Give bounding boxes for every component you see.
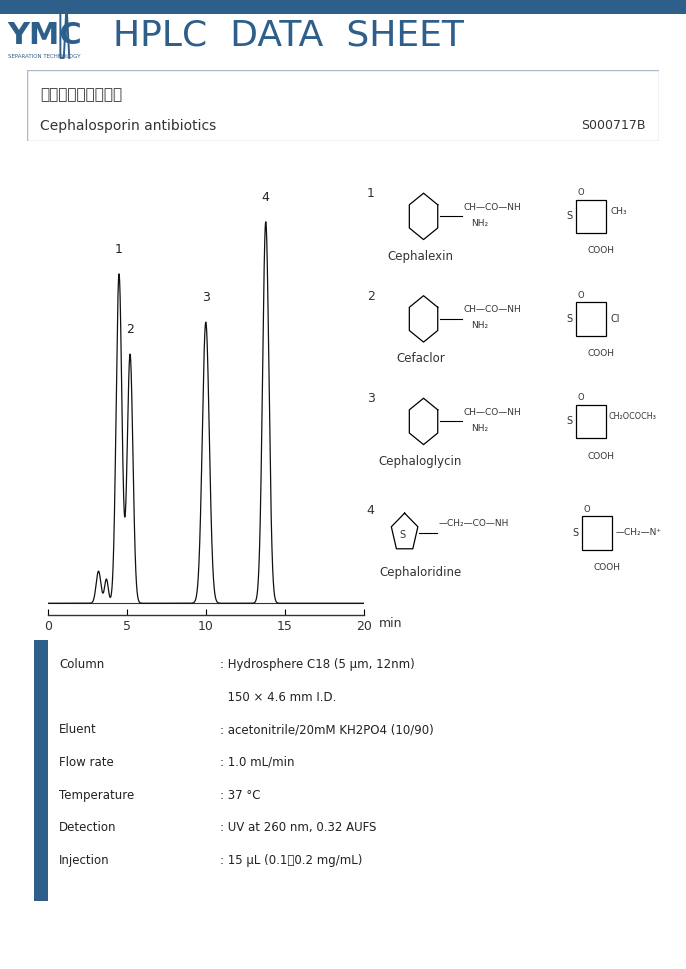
Text: : UV at 260 nm, 0.32 AUFS: : UV at 260 nm, 0.32 AUFS	[220, 822, 376, 834]
Bar	[576, 405, 606, 438]
Text: CH—CO—NH: CH—CO—NH	[464, 408, 521, 417]
Text: 150 × 4.6 mm I.D.: 150 × 4.6 mm I.D.	[220, 691, 336, 703]
Text: セフェム系抗生物質: セフェム系抗生物質	[40, 87, 122, 103]
Bar	[576, 200, 606, 234]
Text: 2: 2	[367, 290, 375, 303]
Text: O: O	[578, 291, 584, 300]
Text: Cephalexin: Cephalexin	[388, 250, 453, 263]
Text: 2: 2	[126, 324, 134, 336]
Text: Injection: Injection	[59, 854, 110, 867]
Text: COOH: COOH	[588, 452, 615, 460]
Text: Flow rate: Flow rate	[59, 756, 114, 769]
Text: Cephaloridine: Cephaloridine	[379, 566, 462, 579]
Text: CH—CO—NH: CH—CO—NH	[464, 203, 521, 212]
Text: HPLC  DATA  SHEET: HPLC DATA SHEET	[113, 18, 464, 52]
Text: S: S	[567, 417, 572, 426]
Text: S: S	[567, 211, 572, 221]
Text: 3: 3	[367, 392, 375, 405]
Text: Eluent: Eluent	[59, 723, 97, 736]
Text: O: O	[578, 393, 584, 402]
Text: COOH: COOH	[588, 349, 615, 358]
Text: Column: Column	[59, 658, 104, 671]
Text: SEPARATION TECHNOLOGY: SEPARATION TECHNOLOGY	[8, 54, 81, 59]
Text: 3: 3	[202, 291, 210, 304]
Text: Cefaclor: Cefaclor	[396, 353, 445, 365]
Text: S: S	[567, 314, 572, 324]
Text: COOH: COOH	[594, 563, 621, 572]
Text: 4: 4	[262, 191, 270, 203]
Text: O: O	[584, 505, 591, 514]
Text: : 37 °C: : 37 °C	[220, 789, 260, 801]
Bar	[576, 302, 606, 335]
Text: Cephalosporin antibiotics: Cephalosporin antibiotics	[40, 119, 216, 134]
Text: Detection: Detection	[59, 822, 117, 834]
Text: S: S	[400, 530, 406, 540]
Bar	[34, 640, 48, 901]
Text: NH₂: NH₂	[471, 321, 488, 330]
Text: 1: 1	[367, 187, 375, 201]
Text: —CH₂—N⁺: —CH₂—N⁺	[615, 528, 661, 538]
Text: Cephaloglycin: Cephaloglycin	[379, 454, 462, 468]
Text: Temperature: Temperature	[59, 789, 134, 801]
Text: : acetonitrile/20mM KH2PO4 (10/90): : acetonitrile/20mM KH2PO4 (10/90)	[220, 723, 434, 736]
Text: —CH₂—CO—NH: —CH₂—CO—NH	[439, 519, 510, 528]
Text: min: min	[379, 617, 403, 630]
Bar	[582, 516, 612, 549]
Bar	[0, 0, 686, 14]
Text: COOH: COOH	[588, 246, 615, 256]
Text: O: O	[578, 188, 584, 198]
Text: 4: 4	[367, 504, 375, 516]
Text: 1: 1	[115, 243, 123, 256]
Text: CH₃: CH₃	[611, 207, 627, 216]
Text: S: S	[573, 528, 579, 538]
Text: : 15 μL (0.1～0.2 mg/mL): : 15 μL (0.1～0.2 mg/mL)	[220, 854, 362, 867]
Text: CH—CO—NH: CH—CO—NH	[464, 305, 521, 314]
Text: CH₂OCOCH₃: CH₂OCOCH₃	[609, 413, 657, 422]
Text: NH₂: NH₂	[471, 423, 488, 432]
Text: S000717B: S000717B	[582, 119, 646, 133]
Text: Cl: Cl	[611, 314, 620, 324]
Text: : 1.0 mL/min: : 1.0 mL/min	[220, 756, 294, 769]
Text: : Hydrosphere C18 (5 μm, 12nm): : Hydrosphere C18 (5 μm, 12nm)	[220, 658, 414, 671]
Text: NH₂: NH₂	[471, 219, 488, 228]
Text: YMC: YMC	[7, 20, 82, 49]
